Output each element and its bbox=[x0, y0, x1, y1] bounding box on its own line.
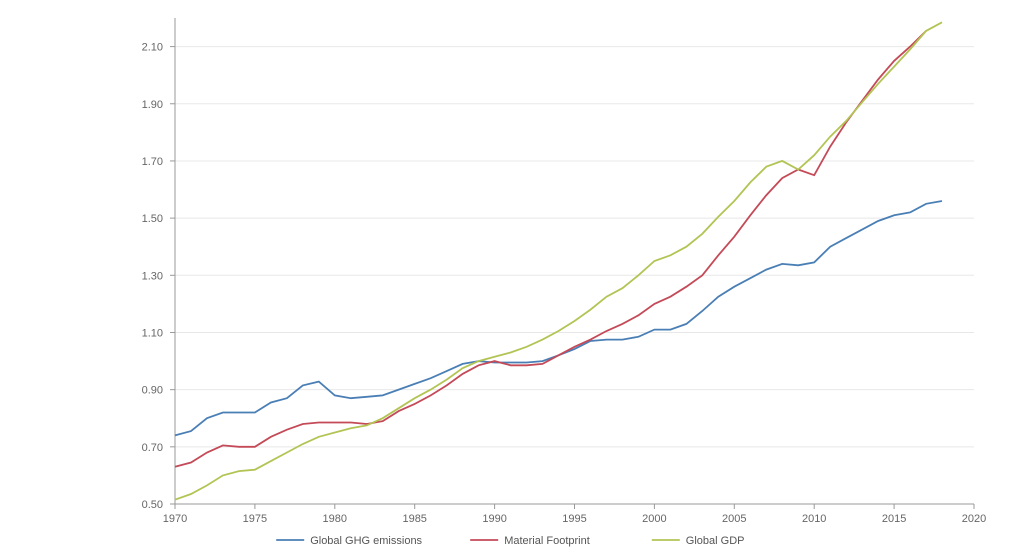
svg-text:0.50: 0.50 bbox=[142, 499, 163, 511]
svg-text:1.10: 1.10 bbox=[142, 327, 163, 339]
svg-text:1980: 1980 bbox=[323, 513, 347, 525]
svg-text:1995: 1995 bbox=[562, 513, 586, 525]
svg-text:0.70: 0.70 bbox=[142, 442, 163, 454]
legend-label: Global GHG emissions bbox=[310, 535, 422, 547]
svg-text:1985: 1985 bbox=[402, 513, 426, 525]
svg-text:1990: 1990 bbox=[482, 513, 506, 525]
line-chart: 0.50 0.70 0.90 1.10 1.30 1.50 1.70 1.90 2.10 1970… bbox=[0, 0, 1024, 560]
svg-text:1.70: 1.70 bbox=[142, 156, 163, 168]
legend-label: Material Footprint bbox=[504, 535, 590, 547]
svg-text:1.50: 1.50 bbox=[142, 213, 163, 225]
svg-text:2000: 2000 bbox=[642, 513, 666, 525]
svg-text:1.90: 1.90 bbox=[142, 99, 163, 111]
svg-text:1970: 1970 bbox=[163, 513, 187, 525]
legend-label: Global GDP bbox=[686, 535, 745, 547]
svg-text:2020: 2020 bbox=[962, 513, 986, 525]
svg-text:2015: 2015 bbox=[882, 513, 906, 525]
svg-text:2.10: 2.10 bbox=[142, 42, 163, 54]
svg-text:1975: 1975 bbox=[243, 513, 267, 525]
svg-text:2005: 2005 bbox=[722, 513, 746, 525]
svg-text:2010: 2010 bbox=[802, 513, 826, 525]
svg-text:0.90: 0.90 bbox=[142, 385, 163, 397]
svg-text:1.30: 1.30 bbox=[142, 270, 163, 282]
